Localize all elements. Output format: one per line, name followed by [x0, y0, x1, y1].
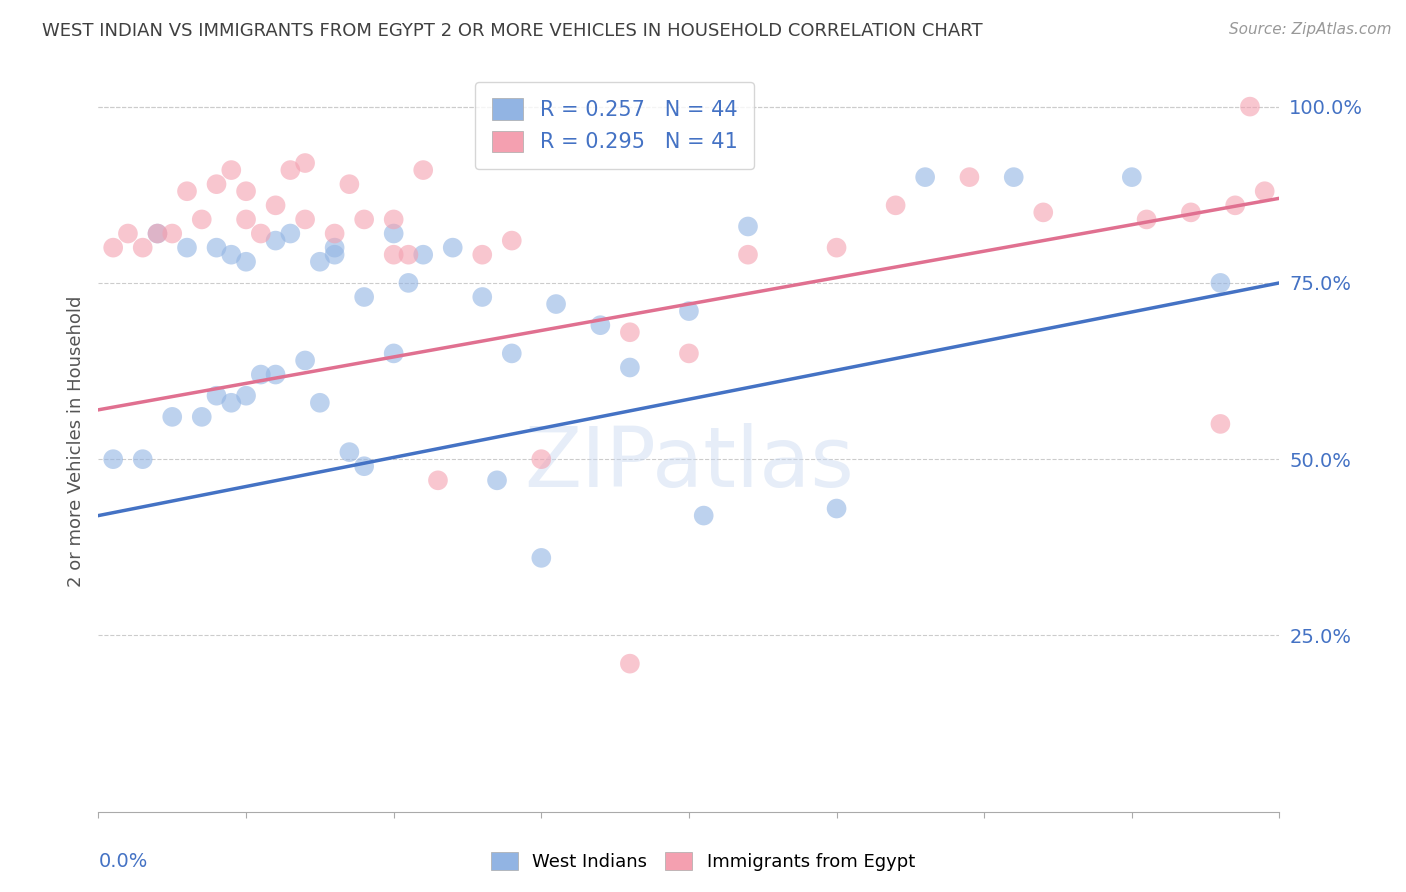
Point: [235, 389, 257, 403]
Point: [825, 501, 848, 516]
Point: [441, 241, 464, 255]
Point: [884, 198, 907, 212]
Point: [678, 346, 700, 360]
Point: [1002, 170, 1025, 185]
Point: [1209, 276, 1232, 290]
Point: [501, 346, 523, 360]
Point: [353, 212, 375, 227]
Point: [280, 227, 302, 241]
Y-axis label: 2 or more Vehicles in Household: 2 or more Vehicles in Household: [66, 296, 84, 587]
Point: [294, 156, 316, 170]
Point: [132, 241, 155, 255]
Point: [678, 304, 700, 318]
Point: [309, 396, 332, 410]
Point: [294, 212, 316, 227]
Point: [339, 445, 361, 459]
Point: [914, 170, 936, 185]
Point: [205, 177, 228, 191]
Point: [530, 550, 553, 565]
Point: [235, 184, 257, 198]
Point: [103, 452, 125, 467]
Point: [205, 389, 228, 403]
Point: [1136, 212, 1159, 227]
Text: 0.0%: 0.0%: [98, 853, 148, 871]
Point: [162, 409, 183, 424]
Point: [264, 198, 287, 212]
Point: [546, 297, 568, 311]
Point: [353, 459, 375, 474]
Point: [1239, 100, 1261, 114]
Point: [323, 227, 346, 241]
Point: [398, 276, 420, 290]
Point: [132, 452, 155, 467]
Point: [382, 227, 405, 241]
Point: [471, 290, 494, 304]
Point: [221, 248, 243, 262]
Point: [294, 353, 316, 368]
Point: [825, 241, 848, 255]
Point: [235, 212, 257, 227]
Point: [146, 227, 169, 241]
Point: [146, 227, 169, 241]
Point: [412, 163, 434, 178]
Legend: R = 0.257   N = 44, R = 0.295   N = 41: R = 0.257 N = 44, R = 0.295 N = 41: [475, 82, 754, 169]
Point: [176, 241, 198, 255]
Point: [250, 227, 273, 241]
Point: [589, 318, 612, 333]
Point: [737, 248, 759, 262]
Point: [235, 254, 257, 268]
Point: [959, 170, 981, 185]
Point: [103, 241, 125, 255]
Point: [309, 254, 332, 268]
Point: [1209, 417, 1232, 431]
Point: [280, 163, 302, 178]
Text: Source: ZipAtlas.com: Source: ZipAtlas.com: [1229, 22, 1392, 37]
Point: [1225, 198, 1247, 212]
Point: [382, 248, 405, 262]
Point: [382, 212, 405, 227]
Point: [619, 657, 641, 671]
Point: [693, 508, 716, 523]
Point: [191, 212, 214, 227]
Point: [398, 248, 420, 262]
Point: [1121, 170, 1143, 185]
Point: [221, 396, 243, 410]
Point: [117, 227, 139, 241]
Point: [323, 241, 346, 255]
Point: [339, 177, 361, 191]
Point: [619, 360, 641, 375]
Point: [264, 368, 287, 382]
Point: [737, 219, 759, 234]
Point: [205, 241, 228, 255]
Text: WEST INDIAN VS IMMIGRANTS FROM EGYPT 2 OR MORE VEHICLES IN HOUSEHOLD CORRELATION: WEST INDIAN VS IMMIGRANTS FROM EGYPT 2 O…: [42, 22, 983, 40]
Point: [501, 234, 523, 248]
Text: ZIPatlas: ZIPatlas: [524, 423, 853, 504]
Point: [412, 248, 434, 262]
Point: [471, 248, 494, 262]
Point: [619, 325, 641, 339]
Point: [1254, 184, 1277, 198]
Point: [323, 248, 346, 262]
Point: [250, 368, 273, 382]
Point: [1180, 205, 1202, 219]
Point: [486, 473, 509, 487]
Point: [162, 227, 183, 241]
Point: [530, 452, 553, 467]
Point: [382, 346, 405, 360]
Legend: West Indians, Immigrants from Egypt: West Indians, Immigrants from Egypt: [484, 845, 922, 879]
Point: [221, 163, 243, 178]
Point: [1032, 205, 1054, 219]
Point: [191, 409, 214, 424]
Point: [264, 234, 287, 248]
Point: [353, 290, 375, 304]
Point: [427, 473, 450, 487]
Point: [176, 184, 198, 198]
